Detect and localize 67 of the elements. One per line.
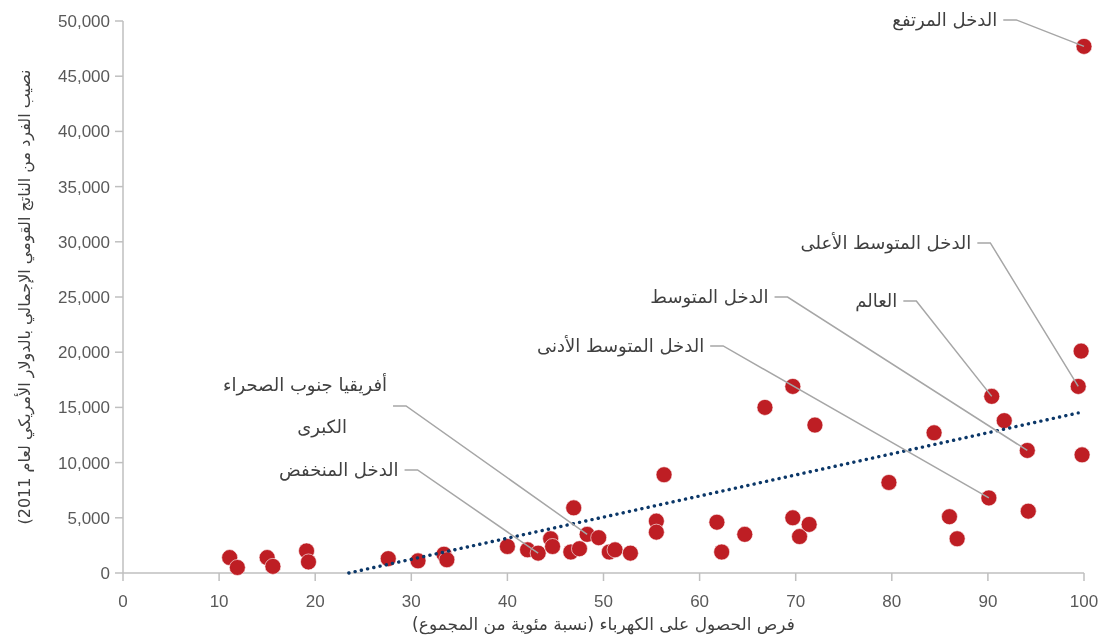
point bbox=[880, 474, 898, 491]
point bbox=[983, 388, 1001, 405]
y-tick-label: 50,000 bbox=[58, 12, 110, 31]
point bbox=[264, 558, 282, 575]
point bbox=[800, 516, 818, 533]
x-tick-label: 60 bbox=[690, 592, 710, 611]
point bbox=[1019, 502, 1037, 520]
point bbox=[1072, 342, 1090, 360]
y-tick-label: 0 bbox=[100, 564, 110, 583]
point bbox=[499, 538, 516, 555]
annotation: الدخل المنخفض bbox=[279, 459, 399, 481]
point bbox=[590, 529, 607, 546]
y-tick-label: 15,000 bbox=[58, 398, 110, 418]
y-tick-label: 20,000 bbox=[58, 343, 110, 363]
point bbox=[708, 513, 726, 531]
x-tick-label: 0 bbox=[118, 592, 128, 611]
x-tick-label: 90 bbox=[978, 592, 998, 611]
y-tick-label: 25,000 bbox=[58, 288, 110, 307]
point bbox=[925, 424, 943, 442]
x-tick-label: 20 bbox=[305, 592, 325, 611]
point bbox=[980, 489, 998, 507]
point bbox=[1019, 442, 1036, 459]
point bbox=[565, 499, 583, 517]
point bbox=[941, 508, 958, 525]
x-tick-label: 40 bbox=[497, 592, 517, 611]
point bbox=[229, 559, 246, 576]
point bbox=[806, 416, 824, 434]
annotation: الدخل المتوسط الأدنى bbox=[536, 334, 705, 357]
x-tick-label: 10 bbox=[209, 592, 229, 611]
x-tick-label: 80 bbox=[882, 592, 902, 611]
x-tick-label: 50 bbox=[594, 592, 613, 611]
point bbox=[791, 528, 808, 545]
annotation: الدخل المتوسط bbox=[650, 286, 769, 308]
y-tick-label: 30,000 bbox=[58, 232, 110, 252]
y-tick-label: 35,000 bbox=[58, 177, 110, 197]
annotation: الدخل المتوسط الأعلى bbox=[800, 231, 972, 254]
point bbox=[606, 541, 624, 559]
x-tick-label: 30 bbox=[401, 592, 421, 611]
point bbox=[438, 551, 456, 569]
point bbox=[756, 399, 774, 416]
point bbox=[784, 509, 802, 527]
point bbox=[1075, 38, 1093, 55]
y-tick-label: 5,000 bbox=[67, 508, 110, 528]
y-tick-label: 45,000 bbox=[58, 67, 110, 87]
x-tick-label: 100 bbox=[1069, 592, 1099, 611]
point bbox=[1073, 446, 1091, 464]
y-tick-label: 10,000 bbox=[58, 453, 110, 473]
annotation: الدخل المرتفع bbox=[892, 8, 998, 31]
point bbox=[1069, 378, 1087, 395]
point bbox=[948, 530, 966, 548]
point bbox=[379, 550, 397, 567]
y-axis-title: نصيب الفرد من الناتج القومي الإجمالي بالدولار الأمريكي لعام 2011) bbox=[14, 69, 35, 525]
point bbox=[571, 540, 588, 558]
point bbox=[995, 412, 1013, 429]
point bbox=[529, 544, 547, 562]
point bbox=[622, 544, 639, 562]
annotation: أفريقيا جنوب الصحراء الكبرى bbox=[223, 372, 388, 438]
point bbox=[300, 553, 317, 571]
point bbox=[655, 466, 673, 484]
point bbox=[544, 538, 561, 555]
point bbox=[713, 543, 730, 561]
point bbox=[648, 523, 665, 541]
y-tick-label: 40,000 bbox=[58, 122, 110, 142]
x-axis-title: فرص الحصول على الكهرباء (نسبة مئوية من المجموع) bbox=[412, 614, 795, 635]
point bbox=[736, 526, 754, 543]
annotation: العالم bbox=[855, 289, 898, 312]
x-tick-label: 70 bbox=[786, 592, 806, 611]
